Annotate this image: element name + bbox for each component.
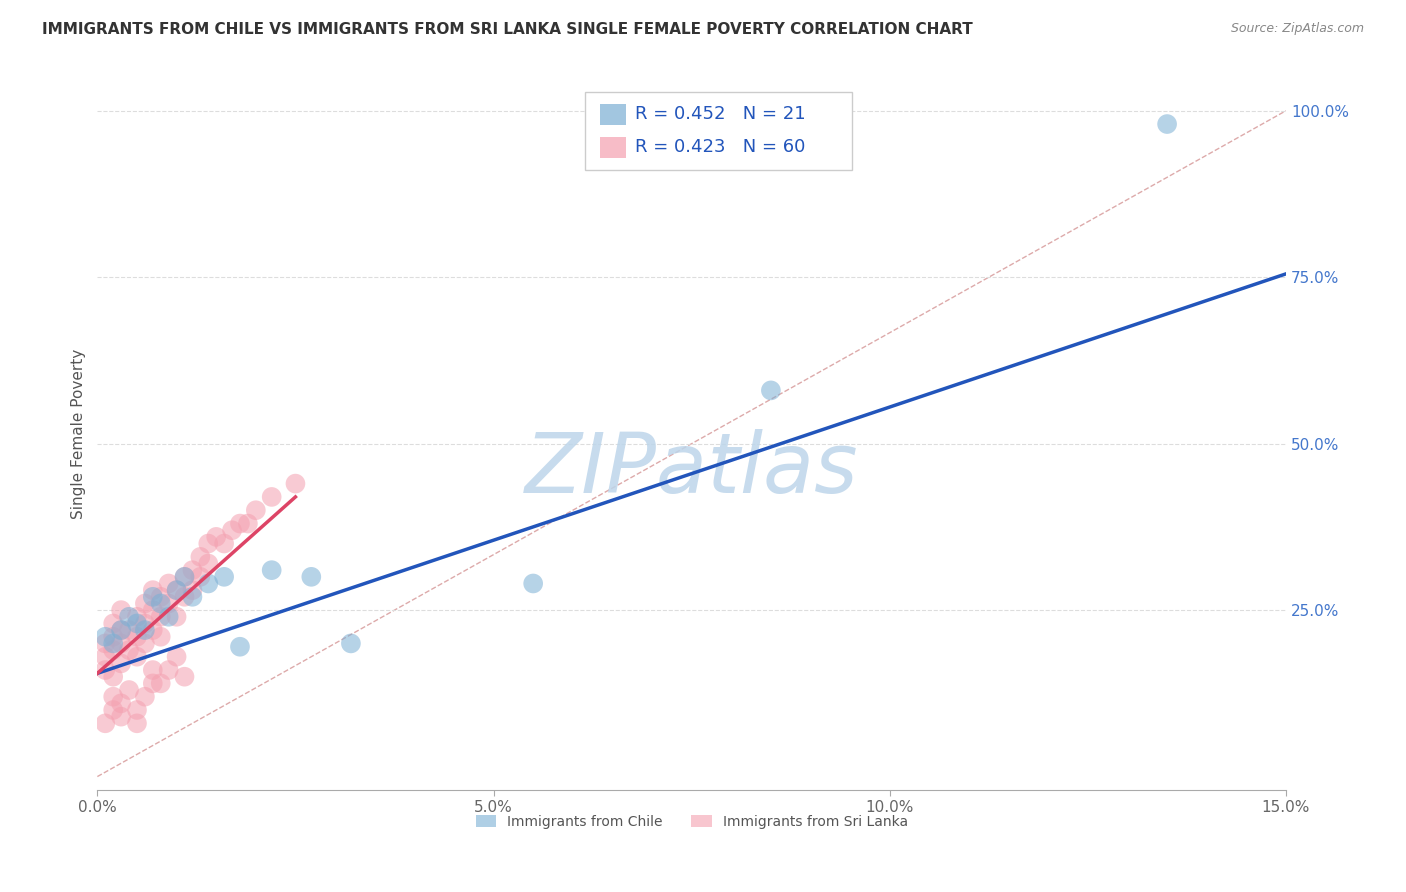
Point: [205, 530, 228, 544]
Point: [236, 516, 259, 531]
Text: R = 0.452   N = 21: R = 0.452 N = 21: [634, 105, 806, 123]
Point: [212, 570, 235, 584]
Point: [522, 576, 544, 591]
Point: [759, 384, 782, 398]
Point: [1156, 117, 1178, 131]
Point: [173, 590, 195, 604]
Point: [260, 563, 283, 577]
Y-axis label: Single Female Poverty: Single Female Poverty: [72, 349, 86, 519]
Point: [190, 570, 212, 584]
Point: [134, 597, 156, 611]
Point: [94, 630, 117, 644]
Point: [110, 709, 132, 723]
Point: [94, 716, 117, 731]
Point: [103, 690, 125, 704]
Point: [166, 609, 188, 624]
Point: [229, 516, 252, 531]
Point: [284, 476, 307, 491]
Point: [110, 623, 132, 637]
Text: ZIPatlas: ZIPatlas: [524, 429, 859, 510]
Point: [142, 590, 165, 604]
Text: Source: ZipAtlas.com: Source: ZipAtlas.com: [1230, 22, 1364, 36]
Point: [125, 703, 148, 717]
Point: [166, 649, 188, 664]
Point: [103, 636, 125, 650]
Point: [125, 716, 148, 731]
Point: [260, 490, 283, 504]
Point: [340, 636, 363, 650]
Point: [157, 597, 180, 611]
Point: [103, 630, 125, 644]
Point: [94, 636, 117, 650]
Point: [181, 590, 204, 604]
Point: [134, 690, 156, 704]
Point: [173, 570, 195, 584]
Point: [118, 683, 141, 698]
Point: [197, 576, 219, 591]
Point: [190, 549, 212, 564]
Legend: Immigrants from Chile, Immigrants from Sri Lanka: Immigrants from Chile, Immigrants from S…: [470, 809, 914, 834]
Point: [118, 643, 141, 657]
Point: [212, 536, 235, 550]
Point: [134, 636, 156, 650]
Bar: [600, 103, 626, 125]
Bar: [600, 136, 626, 158]
Point: [149, 597, 172, 611]
Point: [118, 623, 141, 637]
Point: [125, 609, 148, 624]
Text: R = 0.423   N = 60: R = 0.423 N = 60: [634, 138, 806, 156]
Point: [110, 696, 132, 710]
Point: [118, 609, 141, 624]
Point: [125, 630, 148, 644]
Point: [181, 563, 204, 577]
Point: [134, 616, 156, 631]
Point: [157, 609, 180, 624]
Point: [173, 670, 195, 684]
Point: [142, 623, 165, 637]
Point: [94, 663, 117, 677]
Point: [110, 603, 132, 617]
Point: [197, 557, 219, 571]
Point: [103, 703, 125, 717]
Point: [166, 583, 188, 598]
Point: [149, 590, 172, 604]
Point: [103, 643, 125, 657]
Point: [149, 676, 172, 690]
Point: [181, 583, 204, 598]
Point: [125, 649, 148, 664]
Point: [110, 636, 132, 650]
Point: [221, 523, 243, 537]
Point: [110, 657, 132, 671]
Point: [103, 670, 125, 684]
Point: [125, 616, 148, 631]
Point: [166, 583, 188, 598]
Point: [142, 676, 165, 690]
FancyBboxPatch shape: [585, 92, 852, 170]
Point: [94, 649, 117, 664]
Point: [149, 609, 172, 624]
Point: [142, 583, 165, 598]
Point: [299, 570, 322, 584]
Text: IMMIGRANTS FROM CHILE VS IMMIGRANTS FROM SRI LANKA SINGLE FEMALE POVERTY CORRELA: IMMIGRANTS FROM CHILE VS IMMIGRANTS FROM…: [42, 22, 973, 37]
Point: [142, 603, 165, 617]
Point: [142, 663, 165, 677]
Point: [173, 570, 195, 584]
Point: [103, 616, 125, 631]
Point: [197, 536, 219, 550]
Point: [134, 623, 156, 637]
Point: [245, 503, 267, 517]
Point: [110, 623, 132, 637]
Point: [149, 630, 172, 644]
Point: [229, 640, 252, 654]
Point: [157, 663, 180, 677]
Point: [157, 576, 180, 591]
